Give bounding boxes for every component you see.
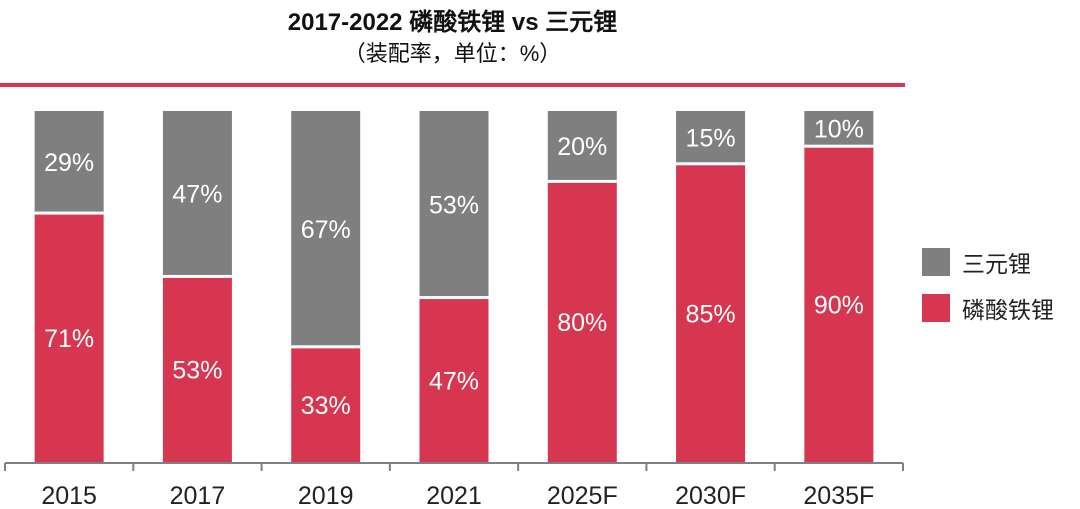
bar-segment-ncm [291, 111, 361, 347]
bar-separator [676, 162, 746, 166]
bar-separator [34, 211, 104, 215]
data-label-lfp: 71% [44, 325, 94, 353]
x-tick-label: 2025F [547, 482, 618, 509]
data-label-lfp: 53% [172, 357, 222, 385]
data-label-ncm: 47% [172, 181, 222, 209]
chart-title: 2017-2022 磷酸铁锂 vs 三元锂 [287, 9, 618, 36]
legend-swatch-ncm [922, 248, 950, 276]
data-label-ncm: 15% [686, 124, 736, 152]
bar-separator [804, 144, 874, 148]
legend: 三元锂 磷酸铁锂 [922, 248, 1054, 340]
bar-segment-ncm [804, 111, 874, 147]
data-label-lfp: 80% [557, 309, 607, 337]
bar-separator [419, 296, 489, 300]
title-divider [0, 83, 905, 87]
data-label-ncm: 20% [557, 133, 607, 161]
data-label-lfp: 85% [686, 300, 736, 328]
x-tick-label: 2015 [41, 482, 97, 509]
data-label-ncm: 67% [301, 216, 351, 244]
bar-separator [547, 179, 617, 183]
bar-segment-lfp [804, 146, 874, 463]
bar-segment-ncm [419, 111, 489, 298]
bar-segment-lfp [419, 297, 489, 463]
data-label-ncm: 53% [429, 191, 479, 219]
bar-segment-lfp [34, 213, 104, 463]
bar-separator [291, 345, 361, 349]
data-label-lfp: 33% [301, 392, 351, 420]
bar-segment-lfp [547, 181, 617, 463]
data-label-lfp: 47% [429, 367, 479, 395]
bar-segment-lfp [291, 346, 361, 463]
legend-item-ncm: 三元锂 [922, 248, 1054, 277]
bar-segment-lfp [162, 276, 232, 463]
chart-subtitle: （装配率，单位：%） [343, 41, 562, 66]
bar-segment-ncm [34, 111, 104, 214]
data-label-lfp: 90% [814, 292, 864, 320]
bar-segment-ncm [676, 111, 746, 164]
data-label-ncm: 29% [44, 149, 94, 177]
x-tick-label: 2021 [426, 482, 482, 509]
bar-segment-ncm [547, 111, 617, 182]
x-tick-label: 2019 [298, 482, 354, 509]
legend-item-lfp: 磷酸铁锂 [922, 294, 1054, 323]
legend-swatch-lfp [922, 294, 950, 322]
data-label-ncm: 10% [814, 116, 864, 144]
legend-label-lfp: 磷酸铁锂 [962, 297, 1054, 323]
x-tick-label: 2030F [675, 482, 746, 509]
bar-segment-ncm [162, 111, 232, 277]
bar-segment-lfp [676, 163, 746, 464]
legend-label-ncm: 三元锂 [962, 251, 1031, 277]
x-tick-label: 2017 [170, 482, 226, 509]
bar-separator [162, 274, 232, 278]
x-tick-label: 2035F [803, 482, 874, 509]
